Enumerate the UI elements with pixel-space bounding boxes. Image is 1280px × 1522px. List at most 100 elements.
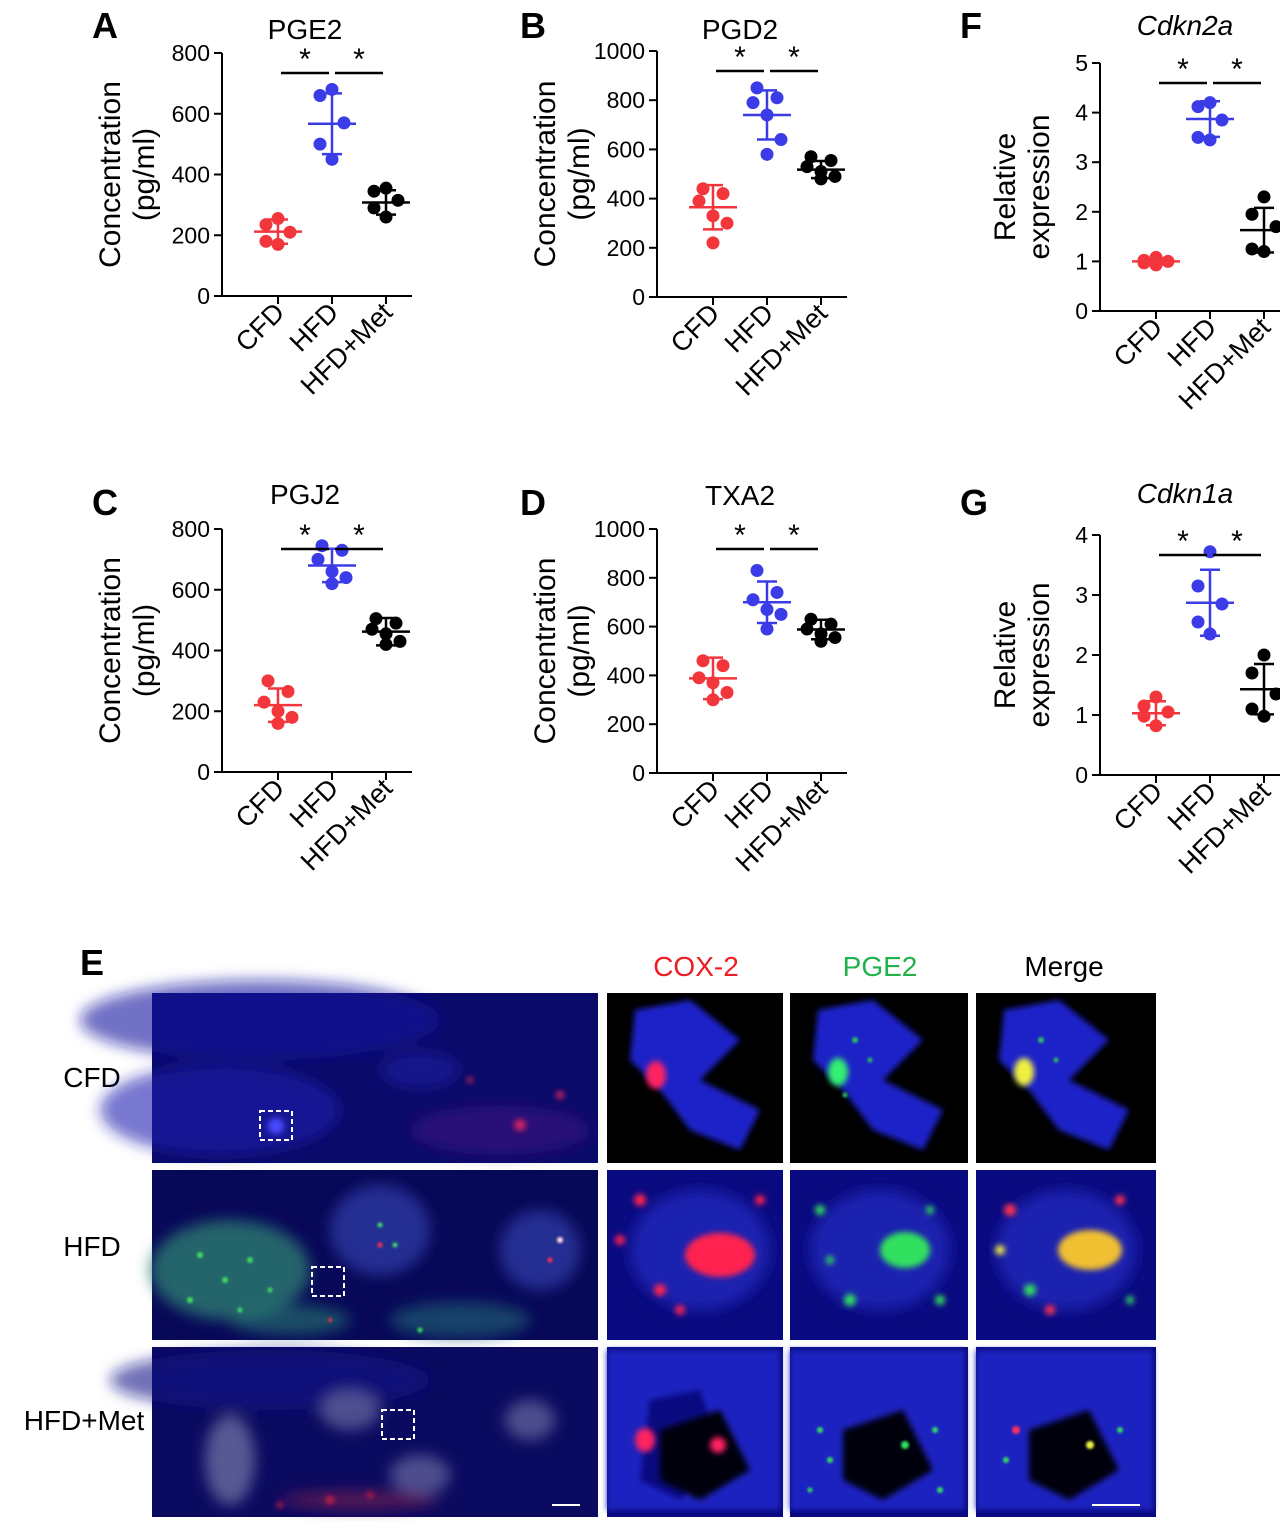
data-point xyxy=(259,234,273,248)
series-hfd xyxy=(308,82,356,166)
data-point xyxy=(800,622,814,636)
data-point xyxy=(716,187,730,201)
data-point xyxy=(750,563,764,577)
significance-star: * xyxy=(353,519,365,552)
x-tick-label: CFD xyxy=(230,773,290,833)
y-tick-label: 3 xyxy=(1075,149,1088,175)
y-tick-label: 0 xyxy=(197,759,210,785)
y-tick-label: 3 xyxy=(1075,582,1088,608)
data-point xyxy=(760,622,774,636)
data-point xyxy=(1149,719,1163,733)
data-point xyxy=(1257,190,1271,204)
y-tick-label: 0 xyxy=(197,283,210,309)
data-point xyxy=(1137,699,1151,713)
y-tick-label: 0 xyxy=(632,760,645,786)
data-point xyxy=(271,212,285,226)
data-point xyxy=(706,693,720,707)
y-tick-label: 4 xyxy=(1075,522,1088,548)
y-tick-label: 800 xyxy=(607,87,645,113)
y-tick-label: 400 xyxy=(172,638,210,664)
zoom-hfd-cox2 xyxy=(607,1170,783,1340)
y-tick-label: 200 xyxy=(172,222,210,248)
series-hfd-met xyxy=(797,612,845,648)
y-axis-label: Relativeexpression xyxy=(989,114,1056,259)
x-tick-label: CFD xyxy=(665,774,725,834)
data-point xyxy=(696,182,710,196)
data-point xyxy=(706,676,720,690)
y-tick-label: 4 xyxy=(1075,100,1088,126)
y-tick-label: 5 xyxy=(1075,50,1088,76)
data-point xyxy=(1149,258,1163,272)
x-tick-label: CFD xyxy=(230,297,290,357)
y-tick-label: 1000 xyxy=(594,38,645,64)
data-point xyxy=(1215,113,1229,127)
data-point xyxy=(1149,690,1163,704)
series-hfd xyxy=(1186,545,1234,641)
significance-star: * xyxy=(1231,525,1243,558)
data-point xyxy=(824,617,838,631)
zoom-cfd-merge xyxy=(976,993,1156,1163)
series-hfd xyxy=(743,563,791,636)
data-point xyxy=(828,631,842,645)
data-point xyxy=(1191,615,1205,629)
data-point xyxy=(325,152,339,166)
x-tick-label: CFD xyxy=(1108,312,1168,372)
data-point xyxy=(692,194,706,208)
data-point xyxy=(746,96,760,110)
data-point xyxy=(365,622,379,636)
panel-d: D TXA2 Concentration(pg/ml) 0 200 400 600 800 10… xyxy=(520,480,847,877)
zoom-hfd-pge2 xyxy=(790,1170,968,1340)
series-cfd xyxy=(1132,250,1180,272)
data-point xyxy=(1191,130,1205,144)
data-point xyxy=(770,585,784,599)
data-point xyxy=(271,704,285,718)
data-point xyxy=(1215,597,1229,611)
x-tick-label: CFD xyxy=(665,298,725,358)
panel-f: F Cdkn2aRelativeexpression012345CFDHFDHFD… xyxy=(960,5,1280,415)
y-tick-label: 1 xyxy=(1075,248,1088,274)
data-point xyxy=(1203,545,1217,559)
data-point xyxy=(391,193,405,207)
data-point xyxy=(1161,254,1175,268)
y-axis-label: Relativeexpression xyxy=(989,582,1056,727)
y-tick-label: 2 xyxy=(1075,199,1088,225)
data-point xyxy=(804,150,818,164)
data-point xyxy=(337,116,351,130)
significance-star: * xyxy=(1177,53,1189,86)
y-tick-label: 600 xyxy=(172,101,210,127)
significance-star: * xyxy=(299,43,311,76)
data-point xyxy=(1245,242,1259,256)
y-tick-label: 2 xyxy=(1075,642,1088,668)
data-point xyxy=(1137,709,1151,723)
significance-star: * xyxy=(734,519,746,552)
data-point xyxy=(692,671,706,685)
x-tick-label: CFD xyxy=(1108,776,1168,836)
significance-star: * xyxy=(299,519,311,552)
chart-title: Cdkn1a xyxy=(1137,478,1234,509)
y-tick-label: 800 xyxy=(172,40,210,66)
panel-c: C PGJ2 Concentration(pg/ml) 0 200 400 600 800 CF… xyxy=(92,479,412,876)
data-point xyxy=(696,654,710,668)
significance-star: * xyxy=(1231,53,1243,86)
y-tick-label: 800 xyxy=(607,565,645,591)
data-point xyxy=(1245,702,1259,716)
zoom-hfd-met-pge2 xyxy=(790,1347,968,1517)
data-point xyxy=(760,147,774,161)
row-label-hfd: HFD xyxy=(63,1231,121,1262)
panel-label-g: G xyxy=(960,482,988,523)
panel-e: E COX-2 PGE2 Merge CFD HFD HFD+Met xyxy=(24,942,1156,1517)
overview-cfd xyxy=(80,980,598,1163)
series-cfd xyxy=(254,674,302,730)
data-point xyxy=(325,577,339,591)
y-tick-label: 400 xyxy=(607,186,645,212)
panel-b: B PGD2 Concentration(pg/ml) 0 200 400 600 800 10… xyxy=(520,5,847,401)
series-hfd-met xyxy=(362,612,410,651)
data-point xyxy=(379,627,393,641)
series-hfd xyxy=(743,81,791,161)
significance-star: * xyxy=(788,519,800,552)
series-cfd xyxy=(689,654,737,707)
data-point xyxy=(325,82,339,96)
y-axis-label: Concentration(pg/ml) xyxy=(94,557,161,744)
panel-label-d: D xyxy=(520,482,546,523)
significance-star: * xyxy=(353,43,365,76)
